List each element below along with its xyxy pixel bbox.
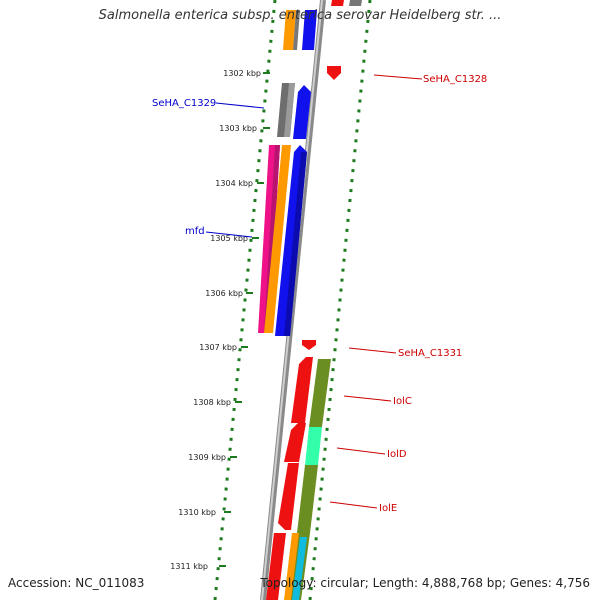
tick-label: 1308 kbp — [193, 398, 231, 407]
gene-grey-top[interactable] — [293, 10, 300, 50]
gene-red-4[interactable] — [266, 533, 286, 600]
gene-label-iolc[interactable]: IolC — [393, 396, 412, 407]
tick-label: 1311 kbp — [170, 562, 208, 571]
outer-dotted-guide — [213, 0, 277, 600]
gene-orange-top[interactable] — [283, 10, 296, 50]
gene-red-top[interactable] — [331, 0, 344, 6]
gene-label-iold[interactable]: IolD — [387, 449, 407, 460]
tick-marks — [219, 72, 270, 567]
gene-label-seha-c1331[interactable]: SeHA_C1331 — [398, 348, 462, 359]
leader-line-mfd — [205, 231, 253, 238]
gene-label-seha-c1329[interactable]: SeHA_C1329 — [152, 98, 216, 109]
tick-label: 1310 kbp — [178, 508, 216, 517]
gene-iolc[interactable] — [309, 359, 331, 427]
gene-red-1[interactable] — [291, 357, 313, 423]
gene-red-2[interactable] — [284, 423, 306, 462]
page-title: Salmonella enterica subsp. enterica sero… — [98, 8, 502, 23]
gene-seha-c1331[interactable] — [302, 340, 316, 350]
tick-label: 1302 kbp — [223, 69, 261, 78]
gene-blue-top[interactable] — [302, 10, 317, 50]
gene-mfd-shade — [264, 145, 280, 333]
tick-label: 1304 kbp — [215, 179, 253, 188]
gene-orange-bottom[interactable] — [284, 533, 299, 600]
gene-label-mfd[interactable]: mfd — [185, 226, 205, 237]
gene-iole[interactable] — [297, 465, 318, 533]
tick-label: 1305 kbp — [210, 234, 248, 243]
leader-line-iold — [336, 447, 386, 455]
gene-seha-c1328[interactable] — [327, 66, 341, 80]
gene-iold[interactable] — [305, 427, 322, 465]
leader-line-seha-c1329 — [215, 102, 265, 109]
gene-blue-long-shade — [284, 152, 307, 336]
inner-dotted-guide — [308, 0, 372, 600]
gene-grey-top-right[interactable] — [349, 0, 362, 6]
tick-label: 1309 kbp — [188, 453, 226, 462]
gene-label-iole[interactable]: IolE — [379, 503, 397, 514]
tick-label: 1303 kbp — [219, 124, 257, 133]
topology-text: Topology: circular; Length: 4,888,768 bp… — [260, 576, 590, 590]
leader-line-iole — [329, 501, 378, 509]
gene-cyan-bottom[interactable] — [292, 537, 307, 600]
leader-line-seha-c1331 — [348, 347, 397, 354]
gene-blue-upper[interactable] — [293, 85, 311, 139]
leader-line-iolc — [343, 395, 392, 402]
leader-line-seha-c1328 — [373, 74, 423, 80]
tick-label: 1306 kbp — [205, 289, 243, 298]
gene-orange-mid[interactable] — [264, 145, 291, 333]
gene-label-seha-c1328[interactable]: SeHA_C1328 — [423, 74, 487, 85]
accession-text: Accession: NC_011083 — [8, 576, 145, 590]
tick-label: 1307 kbp — [199, 343, 237, 352]
gene-seha-c1329-shade — [284, 83, 295, 137]
gene-red-3[interactable] — [278, 463, 299, 530]
